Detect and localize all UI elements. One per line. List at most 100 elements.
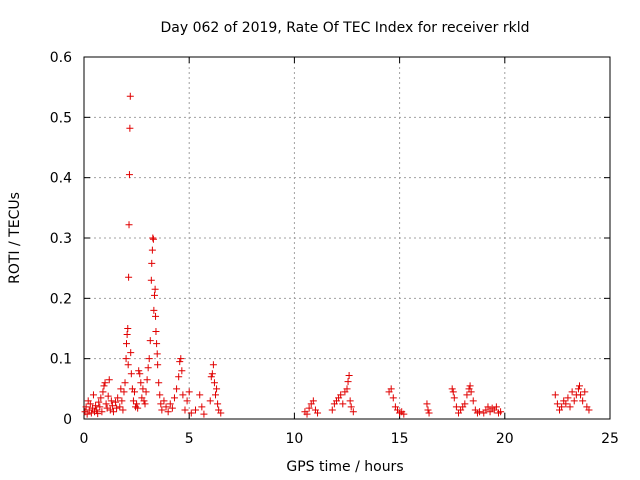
- data-point: [96, 403, 104, 411]
- data-point: [112, 398, 120, 406]
- data-point: [101, 379, 109, 387]
- data-point: [86, 400, 94, 408]
- data-point: [173, 385, 181, 393]
- data-point: [89, 391, 97, 399]
- data-point: [146, 337, 154, 345]
- data-point: [461, 400, 469, 408]
- y-tick-label: 0.4: [50, 171, 72, 187]
- data-point: [179, 391, 187, 399]
- data-point: [129, 397, 137, 405]
- data-point: [349, 408, 357, 416]
- data-point: [579, 397, 587, 405]
- data-point: [154, 361, 162, 369]
- data-point: [210, 379, 218, 387]
- data-point: [117, 385, 125, 393]
- axis-ticks: 0 5 10 15 20 25 0 0.1 0.2 0.3 0.4 0.5 0.6: [50, 50, 619, 447]
- grid: [84, 57, 610, 419]
- data-point: [136, 370, 144, 378]
- data-point: [208, 370, 216, 378]
- data-point: [107, 397, 115, 405]
- data-point: [387, 385, 395, 393]
- data-point: [122, 355, 130, 363]
- data-point: [339, 400, 347, 408]
- y-tick-label: 0.2: [50, 291, 72, 307]
- data-point: [127, 370, 135, 378]
- data-point: [130, 388, 138, 396]
- y-tick-label: 0.3: [50, 231, 72, 247]
- y-tick-label: 0: [63, 412, 72, 428]
- data-point: [93, 406, 101, 414]
- data-point: [127, 349, 135, 357]
- data-point: [97, 394, 105, 402]
- x-tick-label: 20: [496, 431, 514, 447]
- data-point: [156, 391, 164, 399]
- data-point: [337, 391, 345, 399]
- data-point: [162, 403, 170, 411]
- data-point: [114, 394, 122, 402]
- data-point: [181, 406, 189, 414]
- data-point: [344, 378, 352, 386]
- data-point: [449, 388, 457, 396]
- x-tick-label: 0: [80, 431, 89, 447]
- data-point: [448, 385, 456, 393]
- data-point: [196, 391, 204, 399]
- data-point: [187, 409, 195, 417]
- data-point: [469, 397, 477, 405]
- data-point: [125, 221, 133, 229]
- data-point: [562, 400, 570, 408]
- y-axis-label: ROTI / TECUs: [7, 192, 23, 284]
- data-point: [185, 388, 193, 396]
- data-point: [400, 410, 408, 418]
- data-point: [347, 403, 355, 411]
- data-point: [497, 408, 505, 416]
- data-point: [166, 400, 174, 408]
- data-point: [92, 402, 100, 410]
- data-point: [466, 382, 474, 390]
- data-point: [581, 388, 589, 396]
- data-point: [160, 397, 168, 405]
- data-point: [109, 408, 117, 416]
- data-point: [123, 331, 131, 339]
- data-point: [575, 382, 583, 390]
- data-point: [177, 355, 185, 363]
- data-point: [328, 406, 336, 414]
- data-point: [155, 379, 163, 387]
- data-point: [144, 364, 152, 372]
- data-point: [450, 394, 458, 402]
- data-point: [83, 410, 91, 418]
- data-point: [425, 409, 433, 417]
- data-point: [126, 92, 134, 100]
- data-point: [125, 171, 133, 179]
- data-point: [484, 403, 492, 411]
- data-point: [423, 400, 431, 408]
- data-point: [142, 388, 150, 396]
- data-point: [121, 379, 129, 387]
- data-point: [467, 388, 475, 396]
- data-point: [125, 273, 133, 281]
- data-point: [345, 372, 353, 380]
- data-point: [148, 259, 156, 267]
- data-point: [153, 350, 161, 358]
- data-point: [105, 376, 113, 384]
- data-point: [200, 410, 208, 418]
- data-point: [157, 400, 165, 408]
- data-point: [143, 376, 151, 384]
- x-tick-label: 5: [185, 431, 194, 447]
- data-point: [192, 406, 200, 414]
- data-point: [102, 400, 110, 408]
- data-point: [145, 355, 153, 363]
- data-point: [343, 385, 351, 393]
- data-point: [314, 409, 322, 417]
- data-point: [87, 409, 95, 417]
- data-point: [140, 397, 148, 405]
- data-point: [303, 410, 311, 418]
- plot-frame: [83, 56, 611, 420]
- data-point: [104, 392, 112, 400]
- data-point: [124, 325, 132, 332]
- data-point: [309, 397, 317, 405]
- data-point: [108, 402, 116, 410]
- data-point: [463, 391, 471, 399]
- data-point: [139, 385, 147, 393]
- data-point: [551, 391, 559, 399]
